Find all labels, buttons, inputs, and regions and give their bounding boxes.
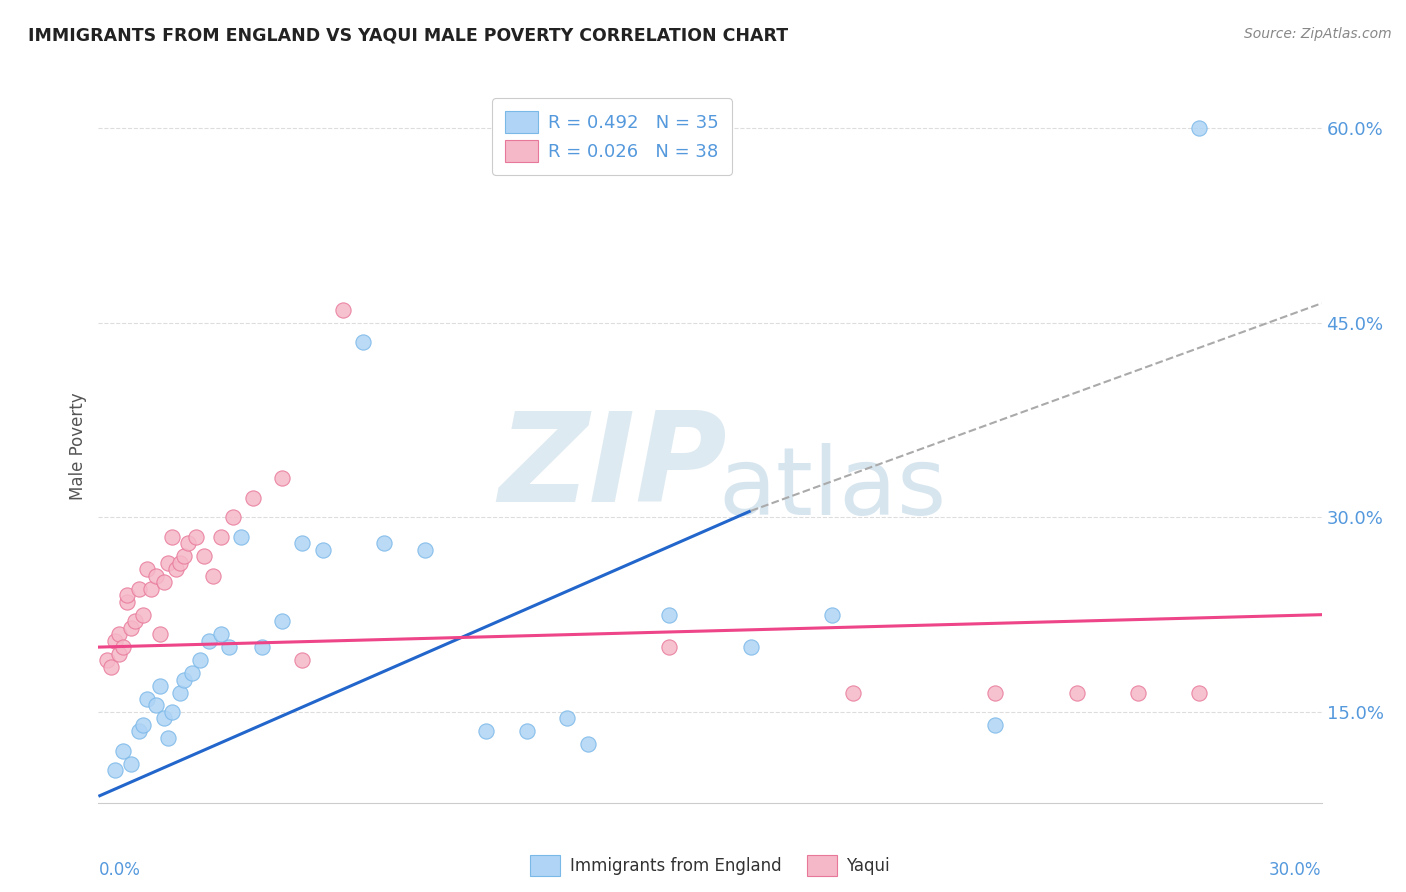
Point: [222, 510, 245, 524]
Point: [821, 607, 844, 622]
Point: [270, 614, 294, 628]
Point: [108, 647, 131, 661]
Point: [165, 562, 187, 576]
Text: atlas: atlas: [718, 442, 946, 535]
Point: [132, 718, 155, 732]
Point: [152, 575, 174, 590]
Point: [576, 738, 599, 752]
Point: [841, 685, 863, 699]
Point: [312, 542, 335, 557]
Point: [160, 530, 183, 544]
Point: [100, 659, 122, 673]
Point: [332, 302, 354, 317]
Point: [413, 542, 436, 557]
Point: [555, 711, 579, 725]
Point: [136, 692, 159, 706]
Point: [740, 640, 762, 654]
Point: [177, 536, 200, 550]
Text: ZIP: ZIP: [498, 407, 727, 528]
Point: [128, 724, 150, 739]
Point: [128, 582, 150, 596]
Point: [96, 653, 118, 667]
Point: [1066, 685, 1088, 699]
Point: [120, 756, 142, 771]
Point: [115, 588, 138, 602]
Point: [291, 653, 314, 667]
Point: [186, 530, 208, 544]
Point: [250, 640, 273, 654]
Point: [373, 536, 395, 550]
Point: [149, 679, 172, 693]
Point: [218, 640, 240, 654]
Point: [104, 764, 127, 778]
Point: [197, 633, 219, 648]
Point: [156, 731, 179, 745]
Point: [111, 640, 134, 654]
Point: [188, 653, 212, 667]
Text: Source: ZipAtlas.com: Source: ZipAtlas.com: [1244, 27, 1392, 41]
Point: [156, 556, 179, 570]
Point: [173, 673, 195, 687]
Point: [136, 562, 159, 576]
Point: [291, 536, 314, 550]
Point: [115, 595, 138, 609]
Point: [1128, 685, 1150, 699]
Point: [132, 607, 155, 622]
Point: [209, 530, 232, 544]
Point: [1188, 685, 1211, 699]
Point: [1188, 121, 1211, 136]
Y-axis label: Male Poverty: Male Poverty: [69, 392, 87, 500]
Point: [201, 568, 224, 582]
Point: [152, 711, 174, 725]
Point: [124, 614, 146, 628]
Point: [145, 698, 167, 713]
Point: [141, 582, 163, 596]
Point: [160, 705, 183, 719]
Point: [108, 627, 131, 641]
Point: [173, 549, 195, 564]
Text: 0.0%: 0.0%: [98, 861, 141, 879]
Point: [120, 621, 142, 635]
Point: [516, 724, 538, 739]
Point: [658, 640, 681, 654]
Point: [111, 744, 134, 758]
Point: [658, 607, 681, 622]
Point: [352, 335, 374, 350]
Point: [242, 491, 264, 505]
Point: [145, 568, 167, 582]
Point: [474, 724, 498, 739]
Point: [209, 627, 232, 641]
Point: [984, 718, 1007, 732]
Point: [270, 471, 294, 485]
Legend: Immigrants from England, Yaqui: Immigrants from England, Yaqui: [519, 844, 901, 888]
Text: 30.0%: 30.0%: [1270, 861, 1322, 879]
Point: [169, 685, 191, 699]
Point: [984, 685, 1007, 699]
Text: IMMIGRANTS FROM ENGLAND VS YAQUI MALE POVERTY CORRELATION CHART: IMMIGRANTS FROM ENGLAND VS YAQUI MALE PO…: [28, 27, 789, 45]
Point: [231, 530, 253, 544]
Point: [181, 666, 204, 681]
Point: [104, 633, 127, 648]
Point: [169, 556, 191, 570]
Point: [193, 549, 215, 564]
Point: [149, 627, 172, 641]
